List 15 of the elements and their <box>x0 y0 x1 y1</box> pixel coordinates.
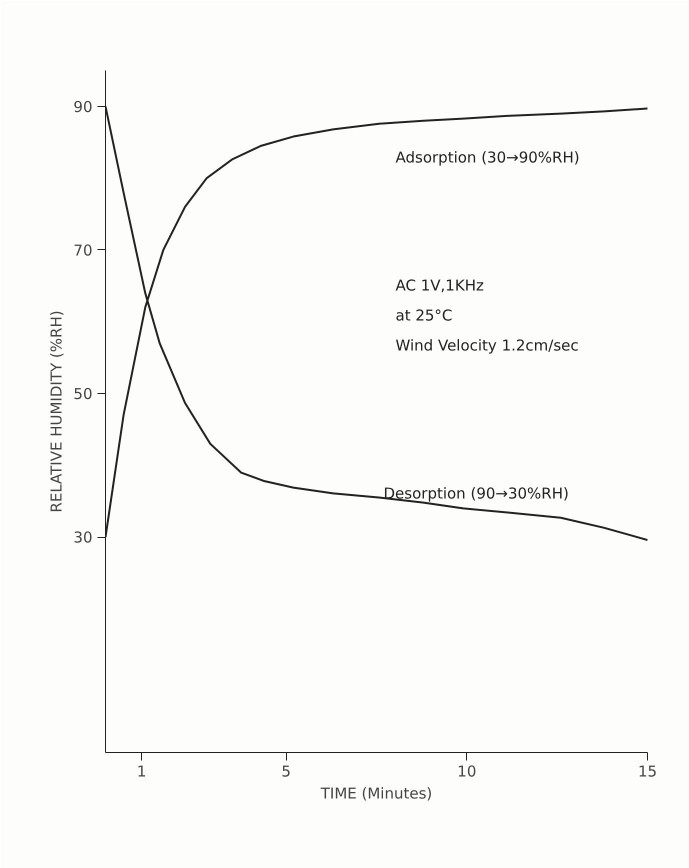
y-tick-label: 70 <box>73 241 93 260</box>
y-axis-title: RELATIVE HUMIDITY (%RH) <box>47 310 66 513</box>
x-tick-label: 15 <box>638 762 658 780</box>
annotation: AC 1V,1KHz <box>396 276 484 294</box>
y-tick-label: 90 <box>73 98 93 116</box>
annotation: Wind Velocity 1.2cm/sec <box>396 336 579 354</box>
annotation: at 25°C <box>396 306 452 324</box>
x-tick-label: 5 <box>281 762 291 780</box>
annotation: Desorption (90→30%RH) <box>384 484 569 502</box>
x-axis-title: TIME (Minutes) <box>320 784 432 802</box>
x-tick-label: 1 <box>136 762 146 780</box>
y-tick-label: 30 <box>73 528 93 547</box>
x-tick-label: 10 <box>457 762 476 780</box>
y-tick-label: 50 <box>73 385 93 404</box>
annotation: Adsorption (30→90%RH) <box>396 148 580 166</box>
